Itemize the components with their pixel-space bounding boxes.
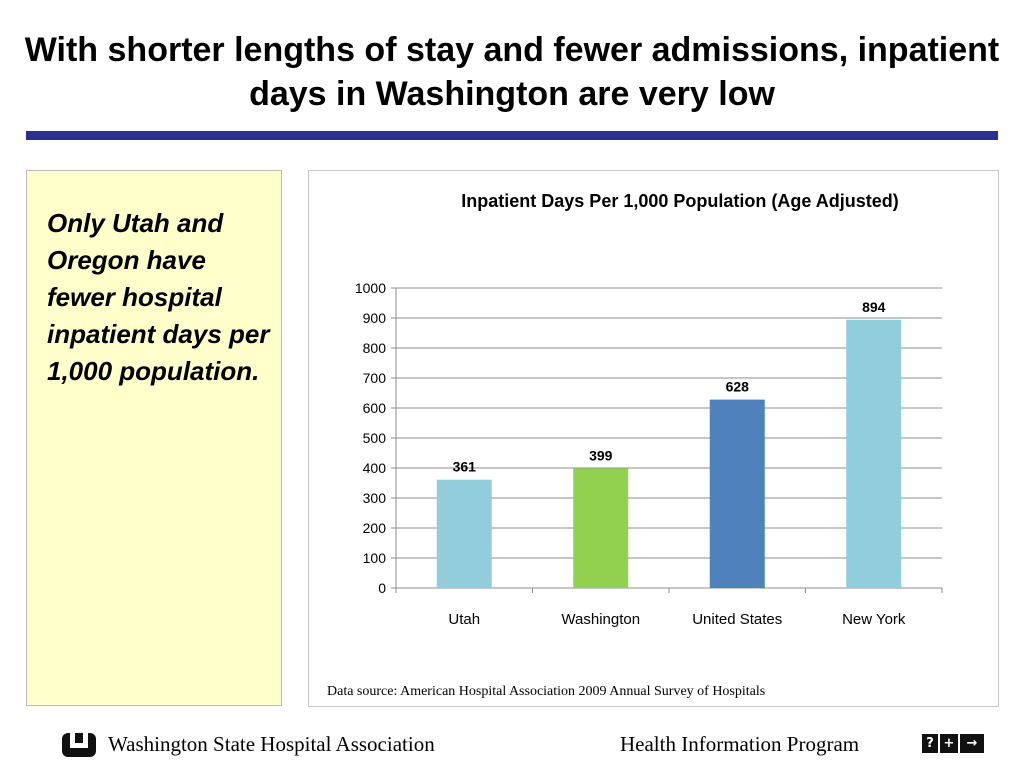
y-tick-label: 200 xyxy=(363,520,387,536)
y-tick-label: 600 xyxy=(363,400,387,416)
y-tick-label: 500 xyxy=(363,430,387,446)
data-label: 628 xyxy=(726,379,750,395)
x-tick-label: Washington xyxy=(561,611,640,628)
y-tick-label: 800 xyxy=(363,340,387,356)
plus-icon: + xyxy=(940,734,958,753)
y-tick-label: 400 xyxy=(363,460,387,476)
footer-program: Health Information Program xyxy=(620,732,860,756)
y-tick-label: 700 xyxy=(363,370,387,386)
data-label: 399 xyxy=(589,447,613,463)
data-source: Data source: American Hospital Associati… xyxy=(327,684,765,699)
page-title: With shorter lengths of stay and fewer a… xyxy=(24,31,1000,113)
bar xyxy=(846,319,902,588)
question-icon: ? xyxy=(922,734,938,753)
x-tick-label: United States xyxy=(692,611,782,628)
data-label: 361 xyxy=(453,459,477,475)
title-divider xyxy=(26,131,998,140)
wsha-logo-icon xyxy=(62,731,96,757)
x-axis: Utah Washington United States New York xyxy=(395,588,943,628)
note-text: Only Utah and Oregon have fewer hospital… xyxy=(47,208,270,386)
note-panel: Only Utah and Oregon have fewer hospital… xyxy=(26,170,282,706)
bar xyxy=(573,468,629,588)
x-tick-label: New York xyxy=(842,611,906,628)
bar-chart: Inpatient Days Per 1,000 Population (Age… xyxy=(327,191,943,699)
bar xyxy=(436,479,492,588)
arrow-right-icon: → xyxy=(960,734,984,753)
y-tick-label: 1000 xyxy=(355,280,386,296)
data-labels: 361 399 628 894 xyxy=(453,299,886,475)
footer-icons: ? + → xyxy=(922,734,984,753)
bar xyxy=(709,399,765,588)
data-label: 894 xyxy=(862,299,886,315)
bars xyxy=(436,319,902,588)
y-tick-label: 900 xyxy=(363,310,387,326)
footer-organization: Washington State Hospital Association xyxy=(108,732,435,756)
y-tick-label: 300 xyxy=(363,490,387,506)
chart-panel: Inpatient Days Per 1,000 Population (Age… xyxy=(308,170,999,707)
y-tick-label: 0 xyxy=(378,580,386,596)
x-tick-label: Utah xyxy=(448,611,480,628)
chart-title: Inpatient Days Per 1,000 Population (Age… xyxy=(461,191,898,211)
y-axis: 0 100 200 300 400 500 600 700 800 900 1000 xyxy=(355,280,397,596)
y-tick-label: 100 xyxy=(363,550,387,566)
